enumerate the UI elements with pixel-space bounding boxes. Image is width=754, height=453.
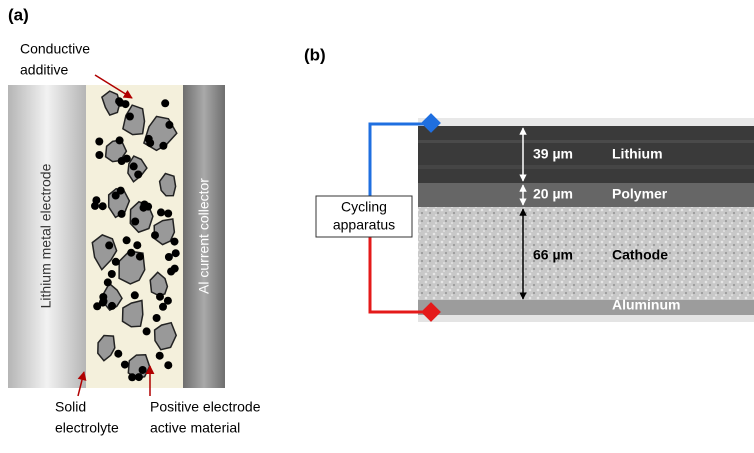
additive-dot <box>159 142 167 150</box>
additive-dot <box>133 241 141 249</box>
layer-bottom <box>418 315 754 322</box>
panel-label: (b) <box>304 45 326 64</box>
additive-dot <box>136 253 144 261</box>
additive-dot <box>165 253 173 261</box>
electrode-label: Lithium metal electrode <box>38 163 54 308</box>
additive-dot <box>118 157 126 165</box>
additive-dot <box>104 278 112 286</box>
thickness-label: 20 µm <box>533 186 573 202</box>
additive-dot <box>151 231 159 239</box>
additive-dot <box>99 202 107 210</box>
layer-name: Cathode <box>612 247 668 263</box>
additive-dot <box>91 202 99 210</box>
additive-dot <box>156 352 164 360</box>
callout-text: Positive electrode <box>150 399 261 415</box>
additive-dot <box>118 210 126 218</box>
additive-dot <box>131 218 139 226</box>
additive-dot <box>121 361 129 369</box>
apparatus-text: Cycling <box>341 199 387 215</box>
additive-dot <box>128 373 136 381</box>
additive-dot <box>156 293 164 301</box>
additive-dot <box>153 314 161 322</box>
thickness-label: 39 µm <box>533 146 573 162</box>
additive-dot <box>164 361 172 369</box>
additive-dot <box>127 249 135 257</box>
layer-aluminum <box>418 300 754 315</box>
additive-dot <box>146 139 154 147</box>
additive-dot <box>122 100 130 108</box>
additive-dot <box>116 136 124 144</box>
callout-text: electrolyte <box>55 420 119 436</box>
callout-text: active material <box>150 420 240 436</box>
apparatus-text: apparatus <box>333 217 395 233</box>
additive-dot <box>141 201 149 209</box>
additive-dot <box>130 162 138 170</box>
additive-dot <box>123 236 131 244</box>
thickness-label: 66 µm <box>533 247 573 263</box>
texture <box>418 165 754 169</box>
additive-dot <box>164 210 172 218</box>
additive-dot <box>95 138 103 146</box>
additive-dot <box>108 302 116 310</box>
layer-name: Aluminum <box>612 297 680 313</box>
layer-cathode <box>418 207 754 300</box>
collector-label: Al current collector <box>196 178 212 294</box>
additive-dot <box>161 99 169 107</box>
callout-text: Solid <box>55 399 86 415</box>
panel-label: (a) <box>8 5 29 24</box>
additive-dot <box>112 258 120 266</box>
texture <box>418 140 754 143</box>
additive-dot <box>108 270 116 278</box>
layer-name: Polymer <box>612 186 668 202</box>
additive-dot <box>139 366 147 374</box>
additive-dot <box>171 238 179 246</box>
additive-dot <box>114 350 122 358</box>
layer-top <box>418 118 754 126</box>
additive-dot <box>159 303 167 311</box>
additive-dot <box>157 208 165 216</box>
additive-dot <box>134 171 142 179</box>
layer-name: Lithium <box>612 146 663 162</box>
additive-dot <box>99 293 107 301</box>
layer-polymer <box>418 183 754 207</box>
additive-dot <box>165 121 173 129</box>
additive-dot <box>143 327 151 335</box>
figure: (a) Lithium metal electrode Al current c… <box>0 0 754 453</box>
additive-dot <box>105 241 113 249</box>
additive-dot <box>117 187 125 195</box>
additive-dot <box>131 291 139 299</box>
additive-dot <box>171 265 179 273</box>
additive-dot <box>126 113 134 121</box>
callout-text: additive <box>20 62 68 78</box>
layer-lithium <box>418 126 754 183</box>
additive-dot <box>95 151 103 159</box>
callout-text: Conductive <box>20 41 90 57</box>
additive-dot <box>172 249 180 257</box>
